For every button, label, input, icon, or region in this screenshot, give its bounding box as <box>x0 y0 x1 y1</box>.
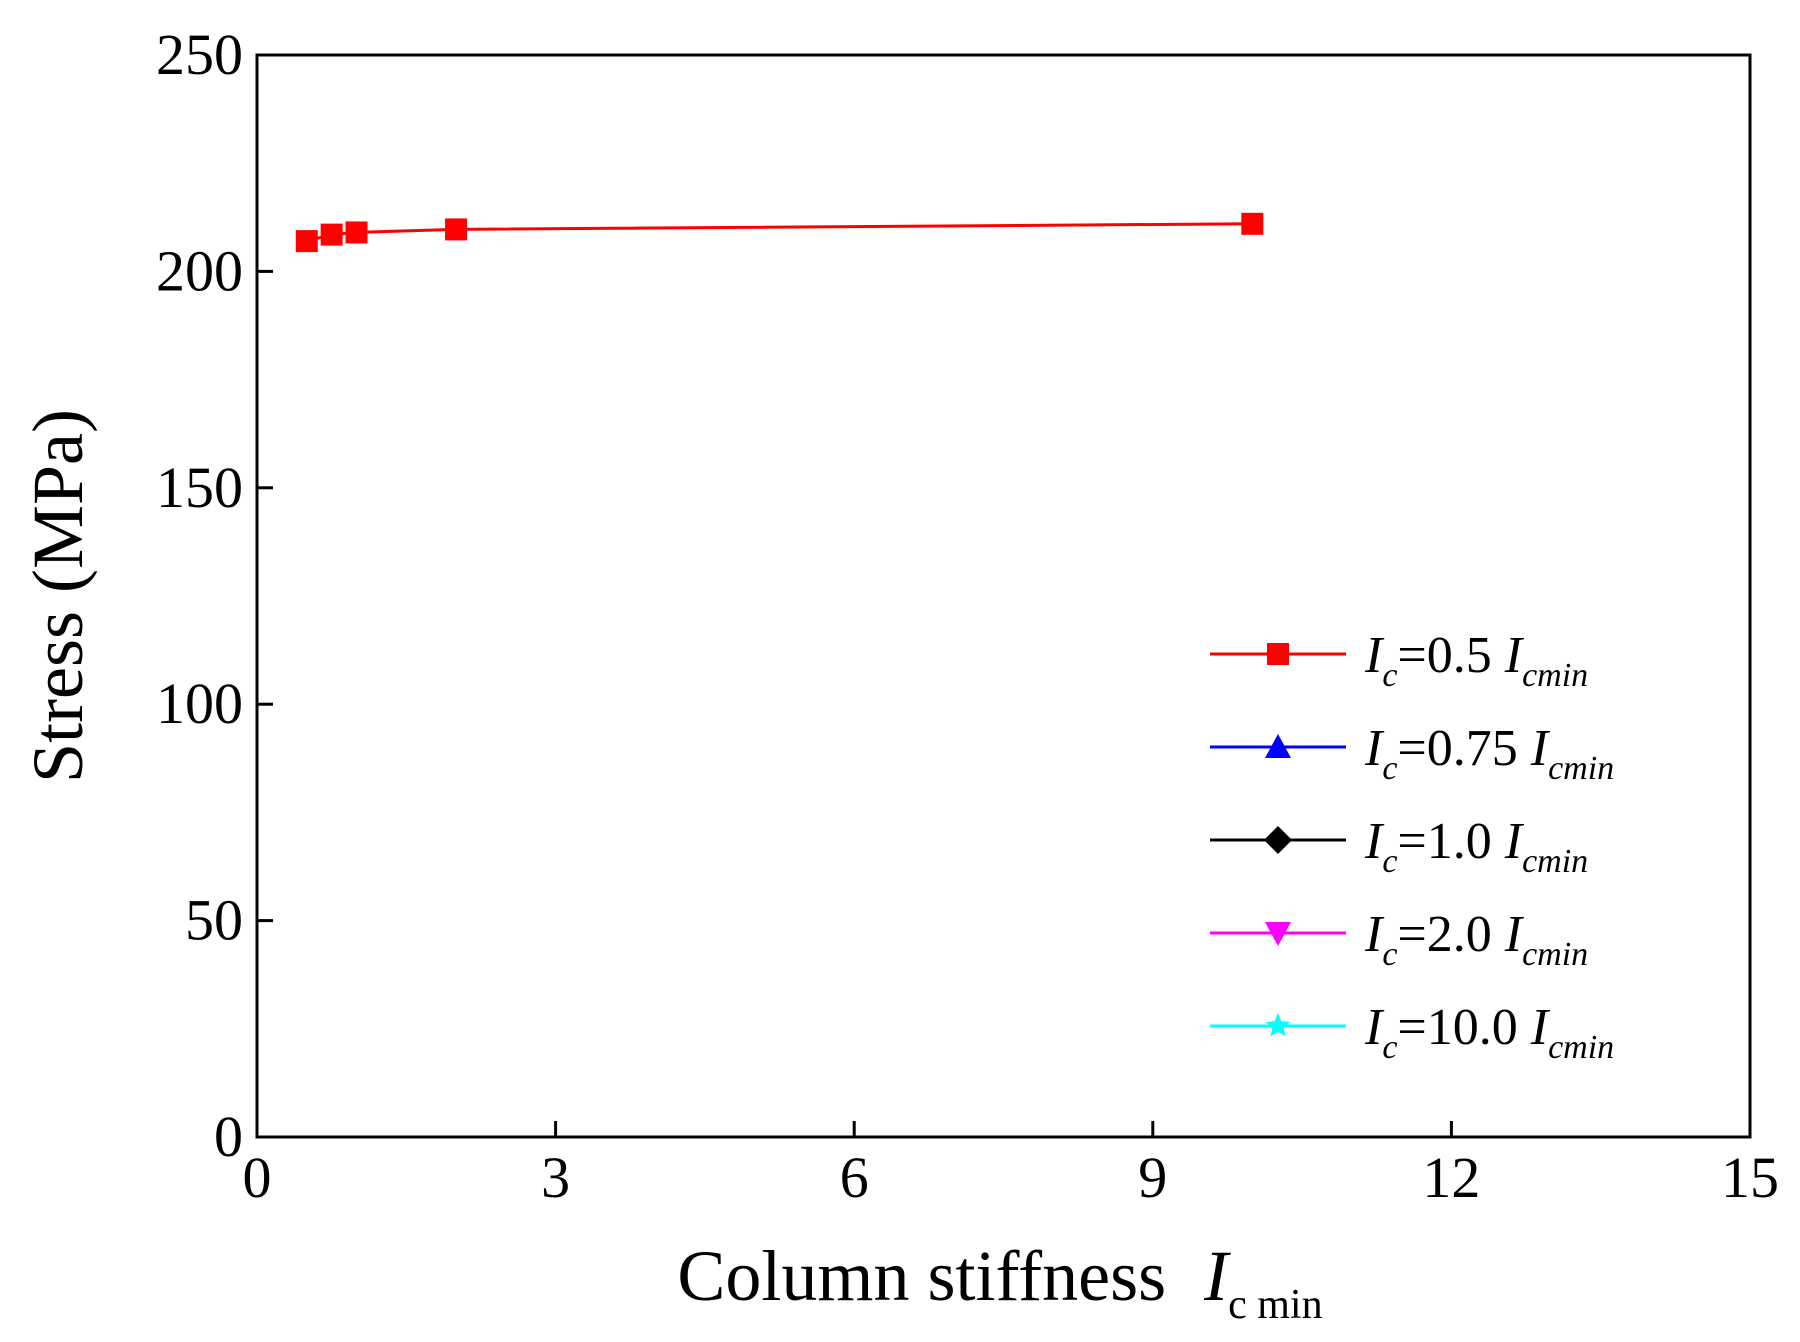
legend-symbol-2: I <box>1530 720 1551 777</box>
legend-equation: =0.75 <box>1397 720 1530 777</box>
legend-symbol-2: I <box>1504 906 1525 963</box>
legend-symbol-2: I <box>1530 999 1551 1056</box>
data-point <box>320 223 343 246</box>
legend-marker <box>1265 734 1291 758</box>
y-tick-label: 50 <box>185 888 243 953</box>
x-tick-label: 9 <box>1138 1145 1167 1210</box>
legend-subscript: c <box>1382 750 1397 787</box>
legend-item: Ic=2.0 Icmin <box>1210 906 1588 973</box>
legend-label: Ic=2.0 Icmin <box>1364 906 1588 973</box>
x-tick-label: 0 <box>243 1145 272 1210</box>
legend-symbol: I <box>1364 627 1385 684</box>
legend-subscript: c <box>1382 936 1397 973</box>
legend-item: Ic=1.0 Icmin <box>1210 813 1588 880</box>
x-axis: 0 3 6 9 12 15 <box>243 1121 1779 1210</box>
data-point <box>295 230 318 253</box>
y-tick-label: 0 <box>214 1104 243 1169</box>
data-point <box>1241 212 1264 235</box>
y-axis-title: Stress (MPa) <box>18 409 98 783</box>
legend-marker <box>1265 1013 1291 1037</box>
legend-equation: =1.0 <box>1397 813 1504 870</box>
x-tick-label: 3 <box>541 1145 570 1210</box>
legend-item: Ic=10.0 Icmin <box>1210 999 1614 1066</box>
legend-label: Ic=10.0 Icmin <box>1364 999 1614 1066</box>
x-axis-title-subscript: c min <box>1228 1282 1322 1328</box>
series-layer <box>295 212 1264 253</box>
legend-symbol-2: I <box>1504 627 1525 684</box>
legend-subscript-2: cmin <box>1522 843 1588 880</box>
x-axis-title: Column stiffness Ic min <box>677 1236 1322 1328</box>
legend-symbol: I <box>1364 813 1385 870</box>
legend-subscript-2: cmin <box>1548 750 1614 787</box>
plot-frame <box>255 53 1752 1139</box>
legend-symbol-2: I <box>1504 813 1525 870</box>
legend-symbol: I <box>1364 906 1385 963</box>
y-tick-label: 100 <box>156 671 243 736</box>
x-axis-title-symbol: I <box>1203 1236 1231 1316</box>
series-0 <box>295 212 1264 253</box>
legend-item: Ic=0.5 Icmin <box>1210 627 1588 694</box>
legend-label: Ic=1.0 Icmin <box>1364 813 1588 880</box>
legend-subscript: c <box>1382 1029 1397 1066</box>
legend-symbol: I <box>1364 720 1385 777</box>
x-tick-label: 15 <box>1721 1145 1779 1210</box>
legend-marker <box>1267 643 1289 665</box>
legend-equation: =10.0 <box>1397 999 1530 1056</box>
legend-label: Ic=0.5 Icmin <box>1364 627 1588 694</box>
y-axis: 0 50 100 150 200 250 <box>156 22 273 1169</box>
legend-equation: =2.0 <box>1397 906 1504 963</box>
legend-item: Ic=0.75 Icmin <box>1210 720 1614 787</box>
legend-symbol: I <box>1364 999 1385 1056</box>
legend-subscript-2: cmin <box>1522 657 1588 694</box>
legend-subscript-2: cmin <box>1548 1029 1614 1066</box>
y-tick-label: 150 <box>156 455 243 520</box>
legend-subscript: c <box>1382 657 1397 694</box>
legend-equation: =0.5 <box>1397 627 1504 684</box>
legend-marker <box>1264 826 1292 854</box>
x-tick-label: 6 <box>840 1145 869 1210</box>
legend-subscript-2: cmin <box>1522 936 1588 973</box>
data-point <box>345 221 368 244</box>
x-axis-title-text: Column stiffness <box>677 1236 1166 1316</box>
y-tick-label: 200 <box>156 238 243 303</box>
legend-subscript: c <box>1382 843 1397 880</box>
y-tick-label: 250 <box>156 22 243 87</box>
x-tick-label: 12 <box>1422 1145 1480 1210</box>
legend-label: Ic=0.75 Icmin <box>1364 720 1614 787</box>
data-point <box>445 218 468 241</box>
legend-marker <box>1265 922 1291 946</box>
